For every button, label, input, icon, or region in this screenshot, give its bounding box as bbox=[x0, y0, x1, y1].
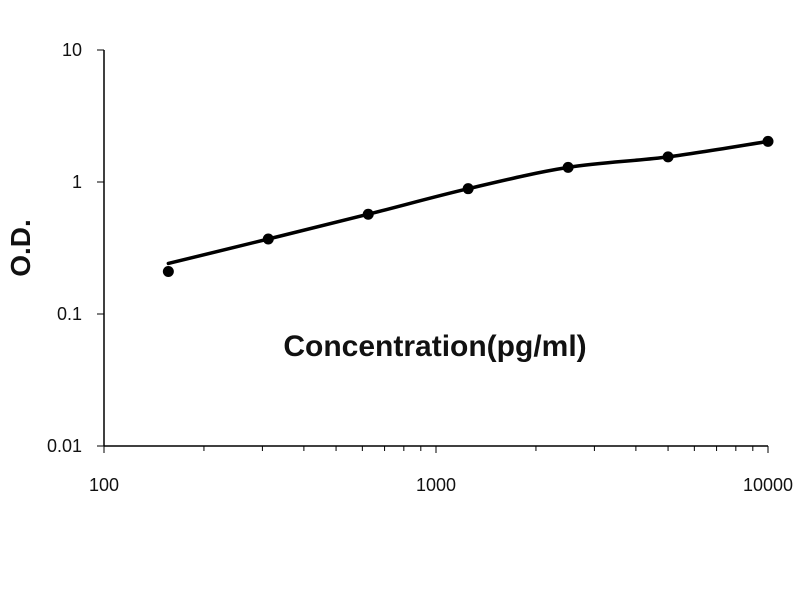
y-tick-label: 1 bbox=[72, 172, 82, 192]
data-point bbox=[162, 265, 174, 277]
data-point bbox=[662, 151, 674, 163]
data-point bbox=[462, 183, 474, 195]
x-tick-label: 100 bbox=[89, 475, 119, 495]
y-axis-label: O.D. bbox=[5, 219, 36, 277]
x-tick-labels: 100 1000 10000 bbox=[89, 475, 793, 495]
x-tick-label: 10000 bbox=[743, 475, 793, 495]
data-point bbox=[562, 161, 574, 173]
data-point bbox=[362, 208, 374, 220]
x-axis-label: Concentration(pg/ml) bbox=[283, 330, 586, 363]
data-point bbox=[262, 233, 274, 245]
data-points bbox=[162, 135, 774, 277]
y-tick-label: 0.1 bbox=[57, 304, 82, 324]
y-tick-labels: 0.01 0.1 1 10 bbox=[47, 40, 82, 456]
data-point bbox=[762, 135, 774, 147]
y-tick-label: 0.01 bbox=[47, 436, 82, 456]
x-tick-label: 1000 bbox=[416, 475, 456, 495]
y-tick-label: 10 bbox=[62, 40, 82, 60]
fit-curve bbox=[166, 139, 770, 266]
axes bbox=[103, 50, 768, 447]
ticks bbox=[97, 49, 769, 453]
